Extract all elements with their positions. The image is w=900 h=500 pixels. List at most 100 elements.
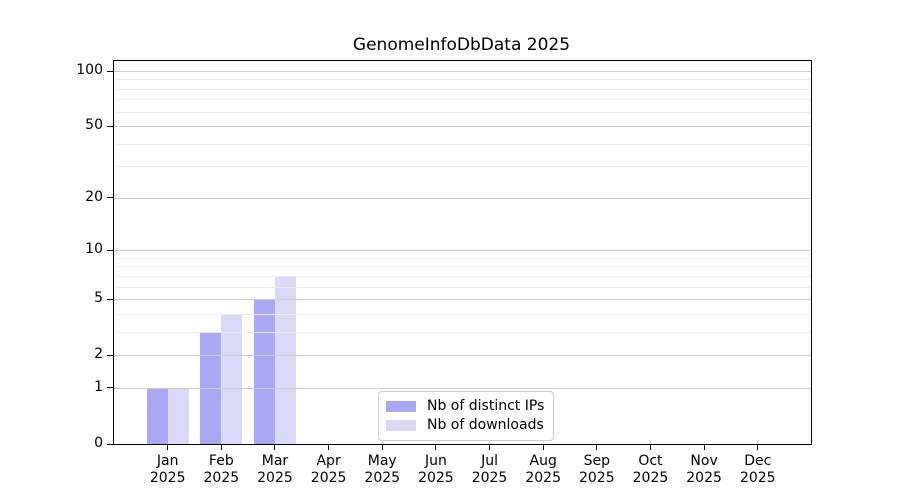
gridline-major-5: [114, 299, 811, 301]
x-tick-mark-sep: [596, 444, 598, 450]
x-tick-label-sep: Sep 2025: [565, 453, 629, 487]
x-tick-label-may: May 2025: [350, 453, 414, 487]
x-tick-month: Dec: [744, 453, 772, 469]
bar-ips-jan: [146, 387, 168, 444]
gridline-minor-9: [114, 257, 811, 259]
y-tick-mark-100: [107, 70, 113, 72]
y-tick-label-100: 100: [76, 62, 103, 78]
x-tick-label-feb: Feb 2025: [189, 453, 253, 487]
bar-ips-mar: [253, 299, 275, 444]
y-tick-label-20: 20: [85, 188, 103, 205]
legend-label-downloads: Nb of downloads: [427, 417, 544, 433]
legend-item-downloads: Nb of downloads: [386, 417, 544, 434]
x-tick-mark-nov: [703, 444, 705, 450]
y-tick-mark-2: [107, 354, 113, 356]
gridline-major-20: [114, 197, 811, 199]
bar-downloads-feb: [221, 313, 243, 444]
y-tick-mark-10: [107, 249, 113, 251]
chart-title: GenomeInfoDbData 2025: [352, 35, 571, 55]
x-tick-month: Oct: [638, 453, 663, 469]
gridline-minor-4: [114, 313, 811, 315]
x-tick-month: Jan: [156, 453, 179, 469]
plot-area: 100 50 20 10 5 2 1 0 Jan 2025 Feb 2025 Mar 2025 Apr 202…: [76, 60, 812, 487]
gridline-minor-80: [114, 88, 811, 90]
x-tick-label-jun: Jun 2025: [404, 453, 468, 487]
x-tick-label-apr: Apr 2025: [297, 453, 361, 487]
gridlines-layer: [114, 61, 811, 444]
y-tick-mark-0: [107, 443, 113, 445]
gridline-minor-3: [114, 331, 811, 333]
x-tick-year: 2025: [149, 470, 186, 486]
x-tick-year: 2025: [257, 470, 293, 486]
x-tick-label-oct: Oct 2025: [618, 453, 682, 487]
x-tick-month: May: [367, 453, 397, 469]
gridline-minor-6: [114, 286, 811, 288]
x-tick-year: 2025: [578, 470, 615, 486]
y-tick-mark-20: [107, 197, 113, 199]
x-tick-year: 2025: [203, 470, 240, 486]
x-tick-mark-feb: [220, 444, 222, 450]
x-tick-year: 2025: [632, 470, 669, 486]
gridline-minor-30: [114, 166, 811, 168]
x-tick-month: Sep: [583, 453, 610, 469]
legend: Nb of distinct IPs Nb of downloads: [378, 391, 555, 441]
y-tick-mark-1: [107, 387, 113, 389]
gridline-major-1: [114, 387, 811, 389]
x-tick-mark-dec: [757, 444, 759, 450]
y-tick-label-50: 50: [85, 117, 103, 134]
axes-layer: 100 50 20 10 5 2 1 0 Jan 2025 Feb 2025 Mar 2025 Apr 202…: [76, 61, 811, 487]
x-tick-year: 2025: [686, 470, 722, 486]
gridline-minor-7: [114, 275, 811, 277]
x-tick-mark-jan: [167, 444, 169, 450]
x-tick-label-mar: Mar 2025: [243, 453, 307, 487]
gridline-minor-70: [114, 99, 811, 101]
x-tick-year: 2025: [471, 470, 508, 486]
legend-label-distinct-ips: Nb of distinct IPs: [427, 398, 545, 414]
x-tick-label-dec: Dec 2025: [726, 453, 790, 487]
legend-item-distinct-ips: Nb of distinct IPs: [386, 398, 544, 415]
legend-swatch-distinct-ips: [386, 401, 416, 412]
x-tick-mark-jun: [435, 444, 437, 450]
x-tick-mark-apr: [328, 444, 330, 450]
x-tick-mark-may: [381, 444, 383, 450]
bar-downloads-jan: [167, 387, 189, 444]
y-tick-mark-50: [107, 125, 113, 127]
x-tick-year: 2025: [364, 470, 401, 486]
x-tick-label-aug: Aug 2025: [511, 453, 575, 487]
x-tick-mark-jul: [489, 444, 491, 450]
x-tick-month: Aug: [529, 453, 557, 469]
y-tick-label-5: 5: [94, 290, 103, 307]
x-tick-month: Nov: [690, 453, 718, 469]
x-tick-year: 2025: [310, 470, 347, 486]
gridline-major-50: [114, 126, 811, 128]
gridline-minor-60: [114, 111, 811, 113]
x-tick-year: 2025: [525, 470, 561, 486]
x-tick-year: 2025: [418, 470, 454, 486]
gridline-minor-8: [114, 266, 811, 268]
x-tick-label-nov: Nov 2025: [672, 453, 736, 487]
gridline-minor-90: [114, 79, 811, 81]
x-tick-mark-oct: [649, 444, 651, 450]
x-tick-mark-aug: [542, 444, 544, 450]
gridline-minor-40: [114, 143, 811, 145]
legend-swatch-downloads: [386, 420, 416, 431]
gridline-major-100: [114, 71, 811, 72]
gridline-major-10: [114, 250, 811, 252]
x-tick-year: 2025: [739, 470, 776, 486]
gridline-major-2: [114, 355, 811, 357]
x-tick-label-jul: Jul 2025: [458, 453, 522, 487]
bar-downloads-mar: [274, 275, 296, 444]
x-tick-month: Jul: [481, 453, 498, 469]
x-tick-mark-mar: [274, 444, 276, 450]
x-tick-label-jan: Jan 2025: [136, 453, 200, 487]
x-tick-month: Jun: [424, 453, 447, 469]
y-tick-label-2: 2: [94, 346, 103, 363]
x-tick-month: Mar: [261, 453, 289, 469]
x-tick-month: Feb: [208, 453, 234, 469]
y-tick-mark-5: [107, 298, 113, 300]
y-tick-label-10: 10: [85, 241, 103, 258]
x-tick-month: Apr: [316, 453, 341, 469]
bars-layer: [114, 61, 811, 444]
y-tick-label-0: 0: [94, 435, 103, 451]
